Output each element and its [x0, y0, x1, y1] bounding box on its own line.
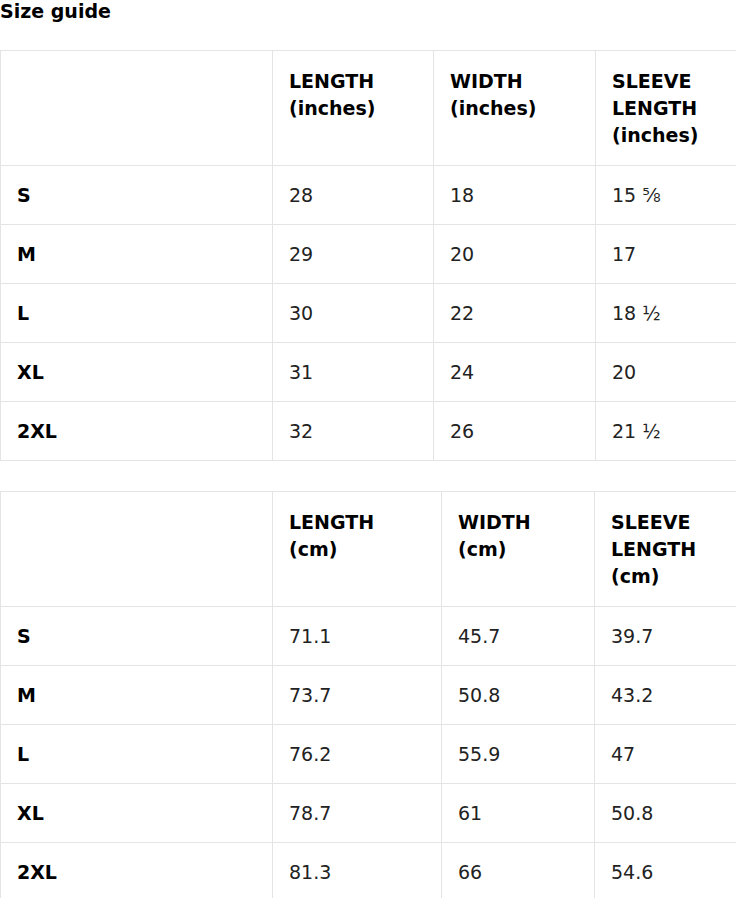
row-label-xl: XL — [1, 343, 273, 402]
table-row: S 71.1 45.7 39.7 — [1, 607, 736, 666]
column-header-length-cm: LENGTH (cm) — [273, 492, 442, 607]
cell-sleeve-length: 50.8 — [595, 784, 736, 843]
cell-sleeve-length: 15 ⅝ — [596, 166, 736, 225]
table-row: M 29 20 17 — [1, 225, 736, 284]
table-row: XL 31 24 20 — [1, 343, 736, 402]
size-table-inches: LENGTH (inches) WIDTH (inches) SLEEVE LE… — [0, 50, 736, 461]
cell-sleeve-length: 18 ½ — [596, 284, 736, 343]
cell-width: 24 — [434, 343, 596, 402]
cell-sleeve-length: 21 ½ — [596, 402, 736, 461]
row-label-s: S — [1, 607, 273, 666]
row-label-s: S — [1, 166, 273, 225]
column-header-sleeve-length-inches: SLEEVE LENGTH (inches) — [596, 51, 736, 166]
cell-width: 45.7 — [442, 607, 595, 666]
column-header-length-inches: LENGTH (inches) — [273, 51, 434, 166]
cell-sleeve-length: 39.7 — [595, 607, 736, 666]
table-row: L 76.2 55.9 47 — [1, 725, 736, 784]
cell-sleeve-length: 17 — [596, 225, 736, 284]
table-row: S 28 18 15 ⅝ — [1, 166, 736, 225]
cell-width: 50.8 — [442, 666, 595, 725]
cell-length: 29 — [273, 225, 434, 284]
column-header-sleeve-length-cm: SLEEVE LENGTH (cm) — [595, 492, 736, 607]
column-header-width-inches: WIDTH (inches) — [434, 51, 596, 166]
row-label-l: L — [1, 284, 273, 343]
cell-length: 78.7 — [273, 784, 442, 843]
table-row: L 30 22 18 ½ — [1, 284, 736, 343]
table-row: XL 78.7 61 50.8 — [1, 784, 736, 843]
cell-width: 22 — [434, 284, 596, 343]
cell-length: 71.1 — [273, 607, 442, 666]
cell-width: 26 — [434, 402, 596, 461]
cell-width: 66 — [442, 843, 595, 898]
row-label-m: M — [1, 666, 273, 725]
cell-width: 20 — [434, 225, 596, 284]
cell-width: 55.9 — [442, 725, 595, 784]
row-label-l: L — [1, 725, 273, 784]
cell-length: 32 — [273, 402, 434, 461]
row-label-2xl: 2XL — [1, 843, 273, 898]
column-header-width-cm: WIDTH (cm) — [442, 492, 595, 607]
cell-sleeve-length: 43.2 — [595, 666, 736, 725]
page-title: Size guide — [0, 1, 736, 22]
cell-sleeve-length: 47 — [595, 725, 736, 784]
row-label-2xl: 2XL — [1, 402, 273, 461]
cell-length: 31 — [273, 343, 434, 402]
cell-length: 76.2 — [273, 725, 442, 784]
table-row: 2XL 81.3 66 54.6 — [1, 843, 736, 898]
cell-width: 18 — [434, 166, 596, 225]
column-header-size-empty — [1, 51, 273, 166]
cell-sleeve-length: 54.6 — [595, 843, 736, 898]
cell-length: 73.7 — [273, 666, 442, 725]
header-row: LENGTH (inches) WIDTH (inches) SLEEVE LE… — [1, 51, 736, 166]
cell-length: 28 — [273, 166, 434, 225]
table-row: M 73.7 50.8 43.2 — [1, 666, 736, 725]
row-label-xl: XL — [1, 784, 273, 843]
row-label-m: M — [1, 225, 273, 284]
size-table-cm: LENGTH (cm) WIDTH (cm) SLEEVE LENGTH (cm… — [0, 491, 736, 898]
column-header-size-empty — [1, 492, 273, 607]
table-row: 2XL 32 26 21 ½ — [1, 402, 736, 461]
cell-length: 81.3 — [273, 843, 442, 898]
cell-length: 30 — [273, 284, 434, 343]
cell-width: 61 — [442, 784, 595, 843]
header-row: LENGTH (cm) WIDTH (cm) SLEEVE LENGTH (cm… — [1, 492, 736, 607]
cell-sleeve-length: 20 — [596, 343, 736, 402]
